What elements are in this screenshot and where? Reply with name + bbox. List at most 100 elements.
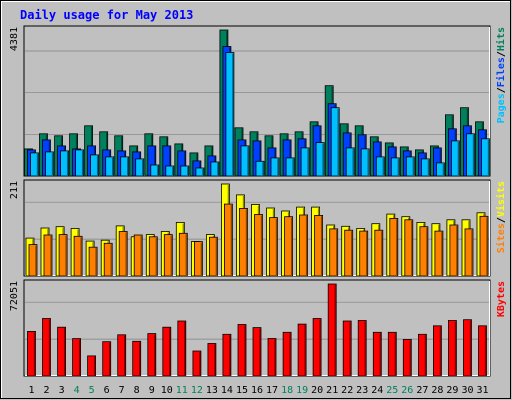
legend-entry: / xyxy=(496,217,507,223)
panel-kbytes: 72051 KBytes xyxy=(9,279,507,377)
bars xyxy=(25,183,489,277)
x-tick-label-day-12: 12 xyxy=(191,385,203,396)
bar-kbytes-day-24 xyxy=(372,331,382,377)
bar-pages-day-16 xyxy=(255,160,265,177)
bar-pages-day-23 xyxy=(360,148,370,177)
x-tick-label-day-15: 15 xyxy=(236,385,248,396)
bar-pages-day-18 xyxy=(285,157,295,177)
bar-kbytes-day-15 xyxy=(237,324,247,377)
bar-sites-day-19 xyxy=(299,214,309,277)
bar-pages-day-28 xyxy=(435,162,445,177)
x-tick-label-day-21: 21 xyxy=(326,385,338,396)
bar-sites-day-20 xyxy=(314,214,324,277)
bar-kbytes-day-4 xyxy=(72,338,81,377)
legend-hits-files-pages: Pages/Files/Hits xyxy=(495,27,507,123)
x-tick-label-day-16: 16 xyxy=(251,385,263,396)
bar-pages-day-29 xyxy=(450,140,460,177)
bar-pages-day-21 xyxy=(330,107,340,177)
bar-sites-day-24 xyxy=(374,229,384,277)
bar-pages-day-3 xyxy=(60,150,69,177)
bar-kbytes-day-22 xyxy=(342,320,352,377)
chart-panels: 4381Pages/Files/Hits211Sites/Visits72051… xyxy=(9,25,507,377)
bar-pages-day-17 xyxy=(270,157,280,177)
bar-kbytes-day-19 xyxy=(297,323,307,377)
x-axis-tick-labels: 1 2 3 4 5 6 7 8 9 10 11 12 13 14 15 16 17 18 19 20 21 22 23 24 2… xyxy=(28,385,488,396)
bar-sites-day-31 xyxy=(479,215,489,277)
legend-entry: Sites xyxy=(495,223,507,253)
bar-sites-day-5 xyxy=(88,246,98,277)
bar-pages-day-14 xyxy=(225,52,235,177)
bar-kbytes-day-9 xyxy=(147,333,157,377)
bar-kbytes-day-26 xyxy=(402,338,412,377)
bar-sites-day-29 xyxy=(449,224,459,277)
bar-pages-day-8 xyxy=(135,158,145,177)
bar-pages-day-20 xyxy=(315,142,325,177)
bar-sites-day-6 xyxy=(103,242,113,277)
bar-sites-day-22 xyxy=(344,229,354,277)
bar-sites-day-4 xyxy=(73,235,83,277)
bar-sites-day-1 xyxy=(28,244,38,277)
bar-pages-day-24 xyxy=(375,156,385,177)
bar-pages-day-15 xyxy=(240,145,250,177)
bar-kbytes-day-5 xyxy=(87,355,96,377)
y-max-label: 211 xyxy=(9,181,20,199)
bar-kbytes-day-17 xyxy=(267,338,277,377)
bar-pages-day-1 xyxy=(30,152,39,177)
bar-sites-day-2 xyxy=(43,234,53,277)
bars xyxy=(24,29,490,177)
bar-sites-day-21 xyxy=(329,228,339,277)
bar-sites-day-17 xyxy=(269,217,278,277)
bar-sites-day-10 xyxy=(163,234,173,277)
x-tick-label-day-6: 6 xyxy=(104,385,110,396)
legend-entry: KBytes xyxy=(496,281,507,317)
x-tick-label-day-20: 20 xyxy=(311,385,323,396)
bar-pages-day-27 xyxy=(420,158,430,177)
bar-sites-day-11 xyxy=(178,232,188,277)
x-tick-label-day-13: 13 xyxy=(206,385,218,396)
legend-entry: Hits xyxy=(495,27,507,51)
x-tick-label-day-26: 26 xyxy=(401,385,413,396)
x-tick-label-day-9: 9 xyxy=(149,385,155,396)
bar-kbytes-day-8 xyxy=(132,340,142,377)
x-tick-label-day-3: 3 xyxy=(59,385,65,396)
x-tick-label-day-1: 1 xyxy=(28,385,34,396)
bar-kbytes-day-31 xyxy=(478,325,487,377)
y-max-label: 4381 xyxy=(9,27,20,51)
bar-sites-day-3 xyxy=(58,234,68,277)
bar-sites-day-14 xyxy=(223,203,233,277)
bar-kbytes-day-27 xyxy=(417,333,427,377)
bar-kbytes-day-12 xyxy=(192,350,202,377)
bar-kbytes-day-25 xyxy=(387,331,397,377)
panel-visits-sites: 211 Sites/Visits xyxy=(9,179,507,277)
bar-pages-day-13 xyxy=(210,161,220,177)
bar-kbytes-day-28 xyxy=(432,325,442,377)
bar-kbytes-day-13 xyxy=(207,343,217,377)
bar-sites-day-18 xyxy=(284,216,294,277)
x-tick-label-day-5: 5 xyxy=(89,385,95,396)
bar-pages-day-12 xyxy=(195,167,205,177)
bar-pages-day-26 xyxy=(405,156,415,177)
x-tick-label-day-31: 31 xyxy=(476,385,488,396)
bar-pages-day-7 xyxy=(120,156,130,177)
bar-sites-day-8 xyxy=(133,234,143,277)
x-tick-label-day-18: 18 xyxy=(281,385,293,396)
bar-kbytes-day-2 xyxy=(42,318,51,377)
bar-pages-day-9 xyxy=(150,164,160,177)
bar-kbytes-day-30 xyxy=(463,319,472,377)
legend-entry: / xyxy=(496,87,507,93)
x-tick-label-day-4: 4 xyxy=(74,385,80,396)
bar-pages-day-6 xyxy=(105,156,115,177)
bar-pages-day-30 xyxy=(466,133,475,177)
x-tick-label-day-7: 7 xyxy=(119,385,125,396)
bar-kbytes-day-10 xyxy=(162,326,172,377)
bar-kbytes-day-14 xyxy=(222,333,232,377)
x-tick-label-day-25: 25 xyxy=(386,385,398,396)
bar-kbytes-day-18 xyxy=(282,331,292,377)
bar-pages-day-11 xyxy=(180,165,190,177)
bar-kbytes-day-29 xyxy=(447,320,457,377)
y-max-label: 72051 xyxy=(9,281,20,311)
x-tick-label-day-11: 11 xyxy=(176,385,188,396)
x-tick-label-day-27: 27 xyxy=(416,385,428,396)
x-tick-label-day-22: 22 xyxy=(341,385,353,396)
